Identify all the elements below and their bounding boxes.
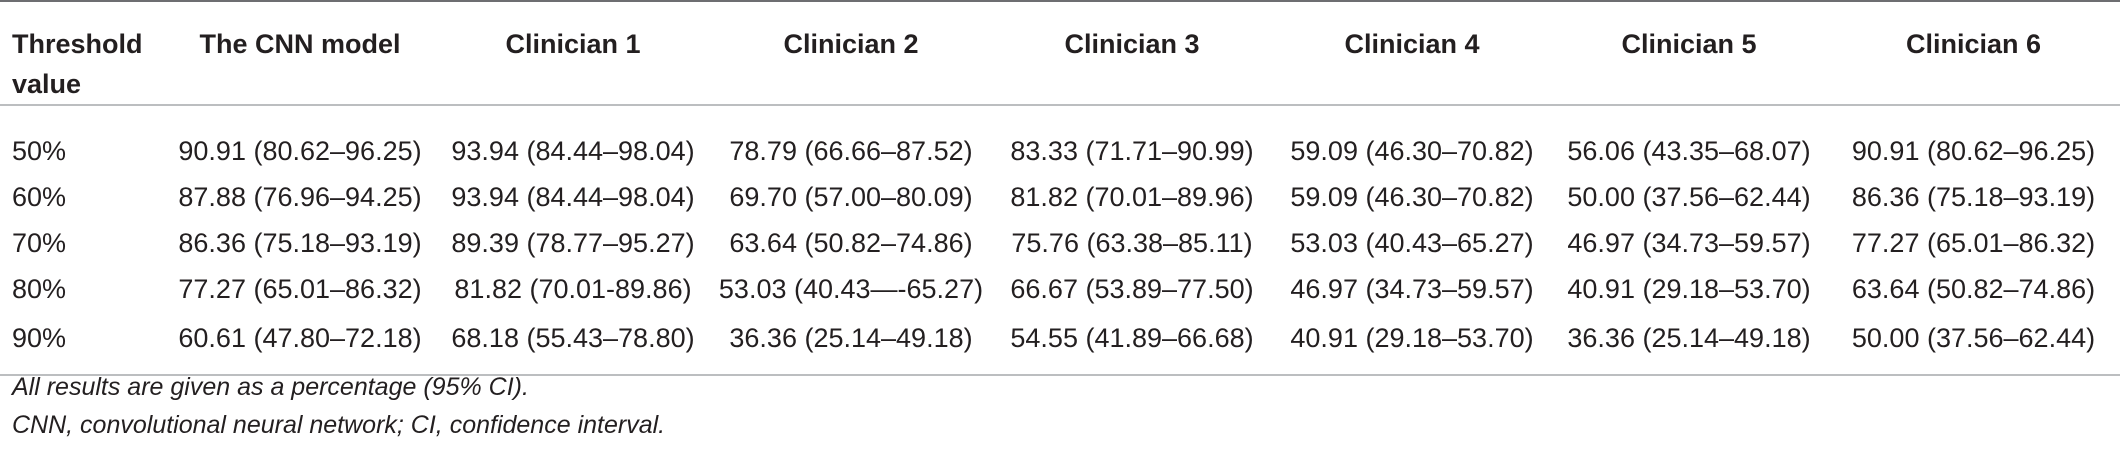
table-cell: 77.27 (65.01–86.32) [1851,228,2096,258]
row-threshold-cell: 90% [12,323,67,353]
table-row: 50% 90.91 (80.62–96.25) 93.94 (84.44–98.… [0,128,2120,174]
table-row: 80% 77.27 (65.01–86.32) 81.82 (70.01-89.… [0,266,2120,312]
table-cell: 93.94 (84.44–98.04) [451,136,695,166]
table-cell: 56.06 (43.35–68.07) [1567,136,1811,166]
table-cell: 75.76 (63.38–85.11) [1011,228,1253,258]
table-cell: 54.55 (41.89–66.68) [1010,323,1254,353]
table-cell: 69.70 (57.00–80.09) [729,182,973,212]
header-cnn-model: The CNN model [199,29,401,59]
row-threshold-cell: 50% [12,136,67,166]
table-cell: 53.03 (40.43—-65.27) [718,274,984,304]
table-cell: 83.33 (71.71–90.99) [1010,136,1254,166]
row-threshold-cell: 70% [12,228,67,258]
row-threshold-cell: 60% [12,182,67,212]
table-cell: 46.97 (34.73–59.57) [1567,228,1811,258]
table-cell: 36.36 (25.14–49.18) [1567,323,1811,353]
header-clinician-1: Clinician 1 [505,29,641,59]
header-clinician-2: Clinician 2 [783,29,919,59]
table-row: 90% 60.61 (47.80–72.18) 68.18 (55.43–78.… [0,312,2120,375]
table-cell: 53.03 (40.43–65.27) [1290,228,1534,258]
table-row: 60% 87.88 (76.96–94.25) 93.94 (84.44–98.… [0,174,2120,220]
table-cell: 87.88 (76.96–94.25) [178,182,422,212]
table-cell: 90.91 (80.62–96.25) [1851,136,2096,166]
spacer-row [0,105,2120,128]
header-clinician-6: Clinician 6 [1905,29,2042,59]
table-cell: 46.97 (34.73–59.57) [1290,274,1534,304]
results-table-container: Threshold value The CNN model Clinician … [0,1,2120,375]
table-cell: 63.64 (50.82–74.86) [1851,274,2096,304]
table-cell: 50.00 (37.56–62.44) [1567,182,1811,212]
table-cell: 81.82 (70.01-89.86) [454,274,692,304]
spacer-cell [0,105,2120,128]
header-clinician-4: Clinician 4 [1344,29,1480,59]
table-cell: 50.00 (37.56–62.44) [1851,323,2096,353]
table-cell: 86.36 (75.18–93.19) [178,228,422,258]
header-clinician-5: Clinician 5 [1621,29,1757,59]
table-cell: 63.64 (50.82–74.86) [729,228,973,258]
table-cell: 86.36 (75.18–93.19) [1851,182,2096,212]
table-cell: 81.82 (70.01–89.96) [1010,182,1254,212]
table-cell: 66.67 (53.89–77.50) [1010,274,1254,304]
table-cell: 90.91 (80.62–96.25) [178,136,422,166]
table-cell: 40.91 (29.18–53.70) [1290,323,1534,353]
table-cell: 77.27 (65.01–86.32) [178,274,422,304]
table-cell: 78.79 (66.66–87.52) [729,136,973,166]
header-row: Threshold value The CNN model Clinician … [0,1,2120,105]
table-cell: 36.36 (25.14–49.18) [729,323,973,353]
results-table: Threshold value The CNN model Clinician … [0,1,2120,375]
table-cell: 68.18 (55.43–78.80) [451,323,695,353]
footnote-abbreviations: CNN, convolutional neural network; CI, c… [12,411,666,439]
footnote-percentage: All results are given as a percentage (9… [12,373,529,401]
table-cell: 40.91 (29.18–53.70) [1567,274,1811,304]
table-row: 70% 86.36 (75.18–93.19) 89.39 (78.77–95.… [0,220,2120,266]
table-cell: 89.39 (78.77–95.27) [451,228,695,258]
table-cell: 93.94 (84.44–98.04) [451,182,695,212]
header-clinician-3: Clinician 3 [1064,29,1200,59]
header-threshold-value: Threshold value [12,29,143,99]
table-cell: 60.61 (47.80–72.18) [178,323,422,353]
row-threshold-cell: 80% [12,274,67,304]
table-cell: 59.09 (46.30–70.82) [1290,136,1534,166]
table-footnotes: All results are given as a percentage (9… [12,368,665,444]
table-cell: 59.09 (46.30–70.82) [1290,182,1534,212]
